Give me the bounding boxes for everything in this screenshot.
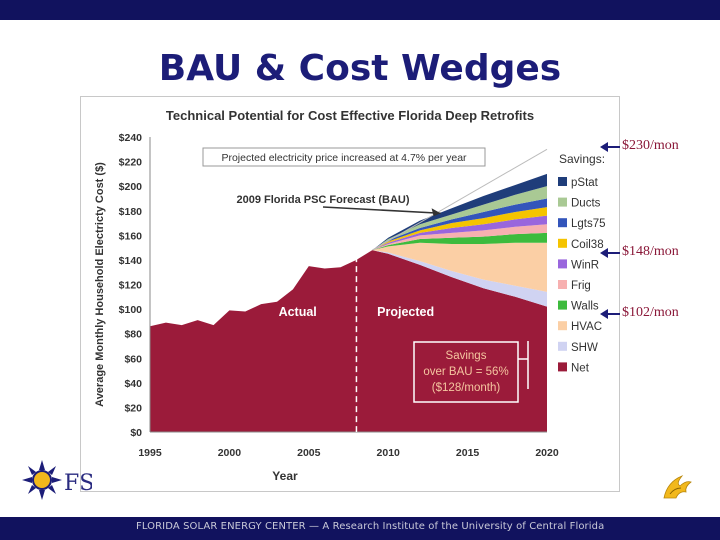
fsec-logo: FS (22, 460, 92, 500)
x-tick-label: 2020 (535, 447, 559, 459)
y-tick-label: $0 (130, 427, 142, 439)
y-tick-label: $180 (119, 206, 143, 218)
slide-title: BAU & Cost Wedges (158, 48, 562, 89)
legend-label-lgts75: Lgts75 (571, 218, 606, 230)
legend-swatch-hvac (558, 321, 567, 331)
y-tick-label: $80 (124, 329, 142, 341)
y-tick-label: $140 (119, 255, 143, 267)
y-tick-label: $120 (119, 280, 143, 292)
projected-label: Projected (377, 305, 434, 319)
series-area-coil38 (372, 207, 547, 251)
series-area-lgts75 (372, 198, 547, 251)
callout-arrow-top (600, 142, 620, 152)
y-axis-label: Average Monthly Household Electricty Cos… (94, 162, 106, 407)
fsec-logo-text: FS (64, 471, 92, 496)
legend-swatch-coil38 (558, 238, 567, 248)
footer-text: FLORIDA SOLAR ENERGY CENTER — A Research… (136, 521, 605, 532)
actual-label: Actual (279, 305, 317, 319)
x-axis-label: Year (272, 469, 298, 483)
x-tick-label: 1995 (138, 447, 162, 459)
legend-swatch-ducts (558, 197, 567, 207)
series-area-walls (372, 232, 547, 251)
y-tick-label: $220 (119, 157, 143, 169)
legend-swatch-winr (558, 259, 567, 269)
series-area-ducts (372, 186, 547, 251)
legend-title: Savings: (559, 152, 605, 166)
x-tick-label: 2010 (377, 447, 401, 459)
area-chart: Technical Potential for Cost Effective F… (94, 108, 606, 483)
bau-line (372, 148, 548, 251)
bau-pointer-arrowhead (431, 208, 441, 217)
legend-swatch-pstat (558, 177, 567, 186)
series-area-frig (372, 224, 547, 251)
bau-pointer-arrow (322, 206, 441, 214)
savings-note-line: over BAU = 56% (423, 366, 508, 378)
legend-label-net: Net (571, 362, 590, 374)
x-tick-label: 2005 (297, 447, 321, 459)
series-area-net (150, 250, 547, 432)
y-tick-label: $240 (119, 132, 143, 144)
callout-arrow-bottom (600, 309, 620, 319)
legend-swatch-net (558, 362, 567, 372)
legend-label-shw: SHW (571, 342, 598, 354)
callout-148: $148/mon (622, 244, 679, 259)
y-tick-label: $160 (119, 230, 143, 242)
legend-label-frig: Frig (571, 280, 591, 292)
sun-logo-icon (22, 460, 62, 500)
callout-102: $102/mon (622, 305, 679, 320)
legend-swatch-walls (558, 300, 567, 310)
chart-frame: Technical Potential for Cost Effective F… (80, 96, 620, 492)
y-tick-label: $40 (124, 378, 142, 390)
y-tick-label: $60 (124, 353, 142, 365)
chart-title: Technical Potential for Cost Effective F… (166, 108, 534, 123)
series-area-winr (372, 215, 547, 251)
pegasus-logo-icon (663, 475, 692, 499)
savings-note-line: Savings (446, 350, 487, 362)
legend-swatch-lgts75 (558, 218, 567, 228)
bau-label: 2009 Florida PSC Forecast (BAU) (237, 194, 410, 206)
y-tick-label: $200 (119, 181, 143, 193)
footer-bar (0, 517, 720, 540)
legend-label-winr: WinR (571, 259, 599, 271)
legend-label-ducts: Ducts (571, 198, 601, 210)
series-area-shw (372, 250, 547, 307)
savings-note-line: ($128/month) (432, 382, 501, 394)
legend-swatch-shw (558, 341, 567, 351)
callout-arrow-middle (600, 248, 620, 258)
x-tick-label: 2000 (218, 447, 242, 459)
legend-swatch-frig (558, 280, 567, 289)
legend-label-hvac: HVAC (571, 321, 602, 333)
y-tick-label: $100 (119, 304, 143, 316)
y-tick-label: $20 (124, 402, 142, 414)
callout-230: $230/mon (622, 138, 679, 153)
series-area-hvac (372, 242, 547, 292)
price-note-box (202, 147, 486, 167)
top-banner (0, 0, 720, 20)
legend-label-coil38: Coil38 (571, 239, 604, 251)
series-area-pstat (372, 173, 547, 251)
legend-label-walls: Walls (571, 301, 599, 313)
x-tick-label: 2015 (456, 447, 480, 459)
price-note-text: Projected electricity price increased at… (221, 152, 467, 164)
legend-label-pstat: pStat (571, 177, 599, 189)
savings-box (413, 341, 519, 403)
